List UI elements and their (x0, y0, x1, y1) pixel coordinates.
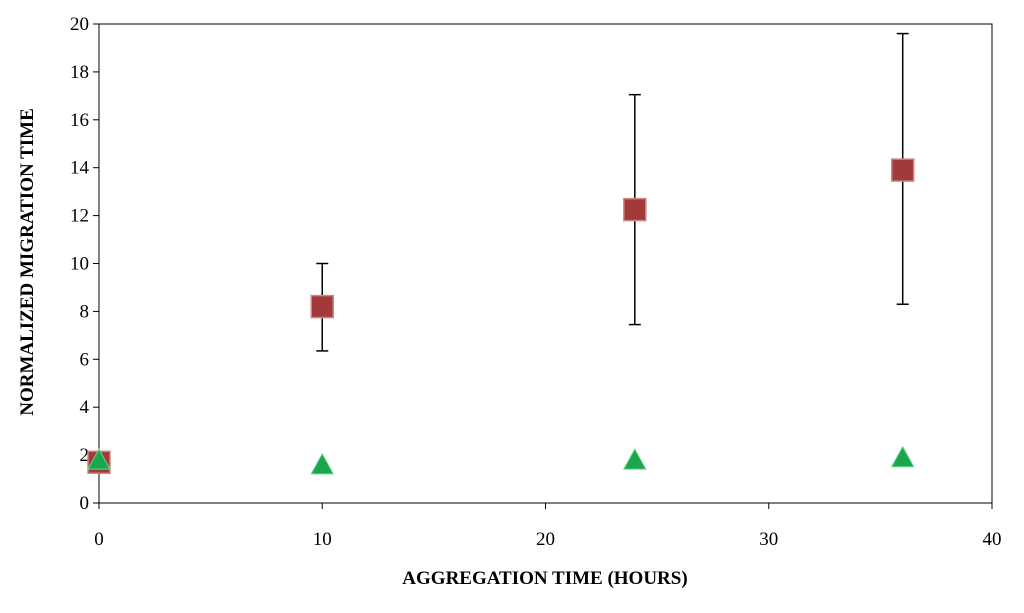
y-tick-label: 18 (70, 62, 89, 83)
x-tick-label: 0 (94, 529, 104, 550)
x-tick-label: 40 (983, 529, 1002, 550)
square-marker (310, 294, 334, 319)
y-axis-ticks: 0 2 4 6 8 10 12 14 16 18 20 (70, 14, 99, 514)
data-markers (87, 158, 915, 475)
x-axis-title: AGGREGATION TIME (HOURS) (402, 568, 687, 589)
x-tick-label: 10 (313, 529, 332, 550)
x-axis-ticks: 0 10 20 30 40 (94, 503, 1002, 550)
square-marker (890, 158, 915, 182)
triangle-marker (622, 448, 647, 470)
triangle-marker (87, 448, 111, 470)
y-tick-label: 6 (80, 349, 90, 370)
x-tick-label: 20 (536, 529, 555, 550)
y-tick-label: 2 (80, 445, 90, 466)
y-tick-label: 14 (70, 158, 90, 179)
triangle-marker (310, 452, 335, 475)
x-tick-label: 30 (759, 529, 778, 550)
y-tick-label: 12 (70, 206, 89, 227)
triangle-marker (890, 445, 915, 468)
y-tick-label: 4 (80, 397, 90, 418)
plot-area (98, 23, 993, 504)
y-tick-label: 20 (70, 14, 89, 35)
y-tick-label: 0 (80, 493, 90, 514)
y-axis-title: NORMALIZED MIGRATION TIME (17, 108, 38, 416)
y-tick-label: 8 (80, 301, 90, 322)
y-tick-label: 16 (70, 110, 89, 131)
y-tick-label: 10 (70, 254, 89, 275)
square-marker (623, 197, 647, 222)
